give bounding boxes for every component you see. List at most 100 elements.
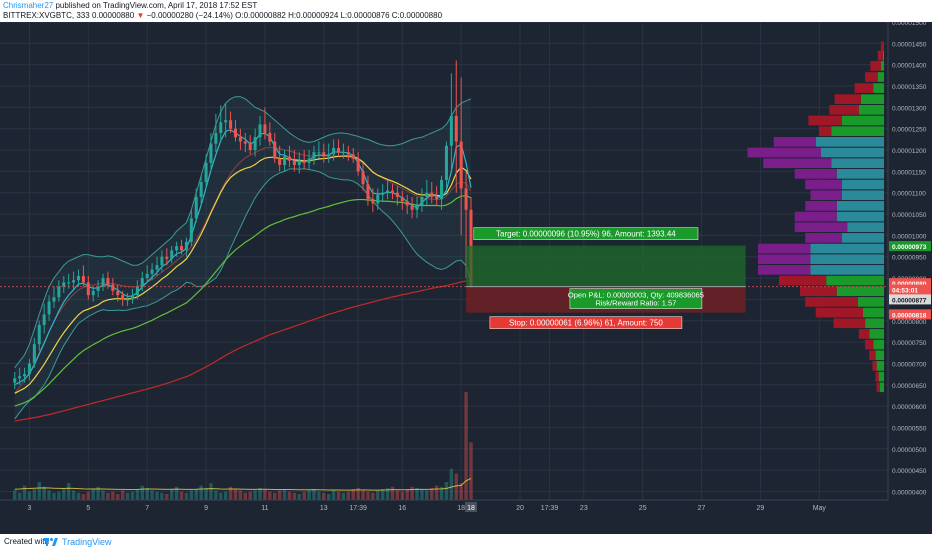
volume-bar	[444, 482, 449, 500]
candle-body	[180, 246, 184, 251]
candle-body	[27, 363, 31, 375]
volume-bar	[312, 489, 316, 500]
candle-body	[111, 284, 115, 291]
candle-body	[52, 297, 56, 302]
volume-profile-bar	[833, 318, 866, 329]
candle-body	[145, 273, 149, 279]
volume-bar	[71, 490, 76, 500]
candle-body	[302, 160, 306, 163]
author-link[interactable]: Chrismaher27	[3, 1, 54, 10]
candle-body	[67, 282, 71, 284]
price-tick-label: 0.00000500	[892, 447, 927, 454]
footer: Created with TradingView	[0, 534, 932, 550]
volume-profile-bar	[829, 105, 859, 115]
time-tick-label: 16	[398, 505, 406, 512]
candle-body	[440, 179, 444, 200]
candle-body	[386, 190, 390, 193]
candle-body	[126, 299, 130, 301]
ema-mid-line	[14, 155, 472, 394]
price-badge: 0.00000877	[892, 297, 927, 304]
candle-body	[224, 120, 228, 123]
volume-bar	[434, 485, 439, 500]
ohlc-low: L:0.00000876	[340, 11, 390, 20]
candle-body	[312, 152, 316, 159]
volume-bar	[336, 491, 341, 500]
price-tick-label: 0.00001450	[892, 41, 927, 48]
time-tick-label: 9	[204, 505, 208, 512]
candle-body	[199, 182, 203, 197]
bollinger-basis-line	[14, 146, 472, 394]
volume-profile-bar	[836, 201, 884, 211]
volume-bar	[219, 492, 223, 500]
volume-bar	[47, 490, 51, 500]
volume-profile-bar	[794, 222, 848, 233]
candle-body	[287, 156, 291, 161]
target-zone	[466, 245, 746, 287]
volume-bar	[27, 491, 32, 500]
price-tick-label: 0.00000800	[892, 319, 927, 326]
candle-body	[101, 278, 105, 287]
price-tick-label: 0.00000950	[892, 255, 927, 262]
volume-bar	[317, 491, 321, 500]
published-text: published on TradingView.com, April 17, …	[53, 1, 258, 10]
candle-body	[258, 124, 262, 138]
volume-bar	[273, 492, 277, 500]
volume-bar	[91, 489, 95, 500]
volume-bar	[346, 491, 351, 500]
candle-body	[415, 205, 419, 210]
tradingview-brand[interactable]: TradingView	[62, 537, 112, 547]
volume-profile-bar	[836, 286, 884, 297]
volume-bar	[160, 492, 164, 500]
volume-bar	[454, 473, 458, 500]
price-chart[interactable]: Target: 0.00000096 (10.95%) 96, Amount: …	[0, 22, 932, 534]
candle-body	[366, 184, 370, 200]
price-tick-label: 0.00000550	[892, 425, 927, 432]
volume-profile-bar	[877, 72, 884, 82]
volume-bar	[76, 492, 81, 500]
time-tick-label: 17:39	[349, 505, 367, 512]
created-with-text: Created with	[4, 537, 49, 546]
price-tick-label: 0.00001000	[892, 233, 927, 240]
volume-profile-bar	[869, 329, 884, 339]
candle-body	[371, 199, 375, 204]
volume-bar	[341, 492, 346, 500]
price-tick-label: 0.00000400	[892, 489, 927, 496]
publish-line: Chrismaher27 published on TradingView.co…	[3, 1, 257, 10]
volume-bar	[125, 492, 130, 500]
candle-body	[37, 325, 41, 345]
volume-profile-bar	[808, 115, 842, 126]
price-axis-bg	[888, 22, 932, 534]
candle-body	[420, 196, 424, 206]
price-tick-label: 0.00000450	[892, 468, 927, 475]
volume-bar	[120, 490, 125, 500]
candle-body	[430, 192, 434, 197]
volume-bar	[439, 486, 444, 500]
volume-bar	[101, 490, 105, 500]
volume-bar	[17, 492, 22, 500]
time-tick-label: 20	[516, 505, 524, 512]
candle-body	[425, 192, 429, 197]
volume-profile-bar	[834, 94, 861, 105]
target-label-box	[473, 227, 699, 240]
candle-body	[72, 280, 76, 283]
candle-body	[106, 278, 110, 285]
volume-profile-bar	[876, 361, 884, 371]
volume-bar	[449, 468, 454, 500]
volume-bar	[209, 483, 213, 500]
volume-profile-bar	[758, 243, 811, 254]
volume-profile-bar	[870, 61, 881, 71]
volume-profile-bar	[842, 179, 884, 190]
time-tick-label: 18	[457, 505, 465, 512]
price-badge: 0.00000973	[892, 244, 927, 251]
volume-profile-bar	[857, 297, 884, 307]
volume-profile-bar	[836, 169, 884, 179]
volume-profile-bar	[876, 382, 880, 393]
volume-profile-bar	[860, 94, 884, 105]
ohlc-close: C:0.00000880	[391, 11, 443, 20]
candle-body	[62, 282, 66, 287]
stop-label: Stop: 0.00000061 (6.96%) 61, Amount: 750	[509, 319, 663, 328]
volume-profile-bar	[880, 61, 884, 71]
candle-body	[253, 137, 257, 151]
volume-bar	[302, 491, 306, 500]
volume-profile-bar	[831, 158, 884, 169]
